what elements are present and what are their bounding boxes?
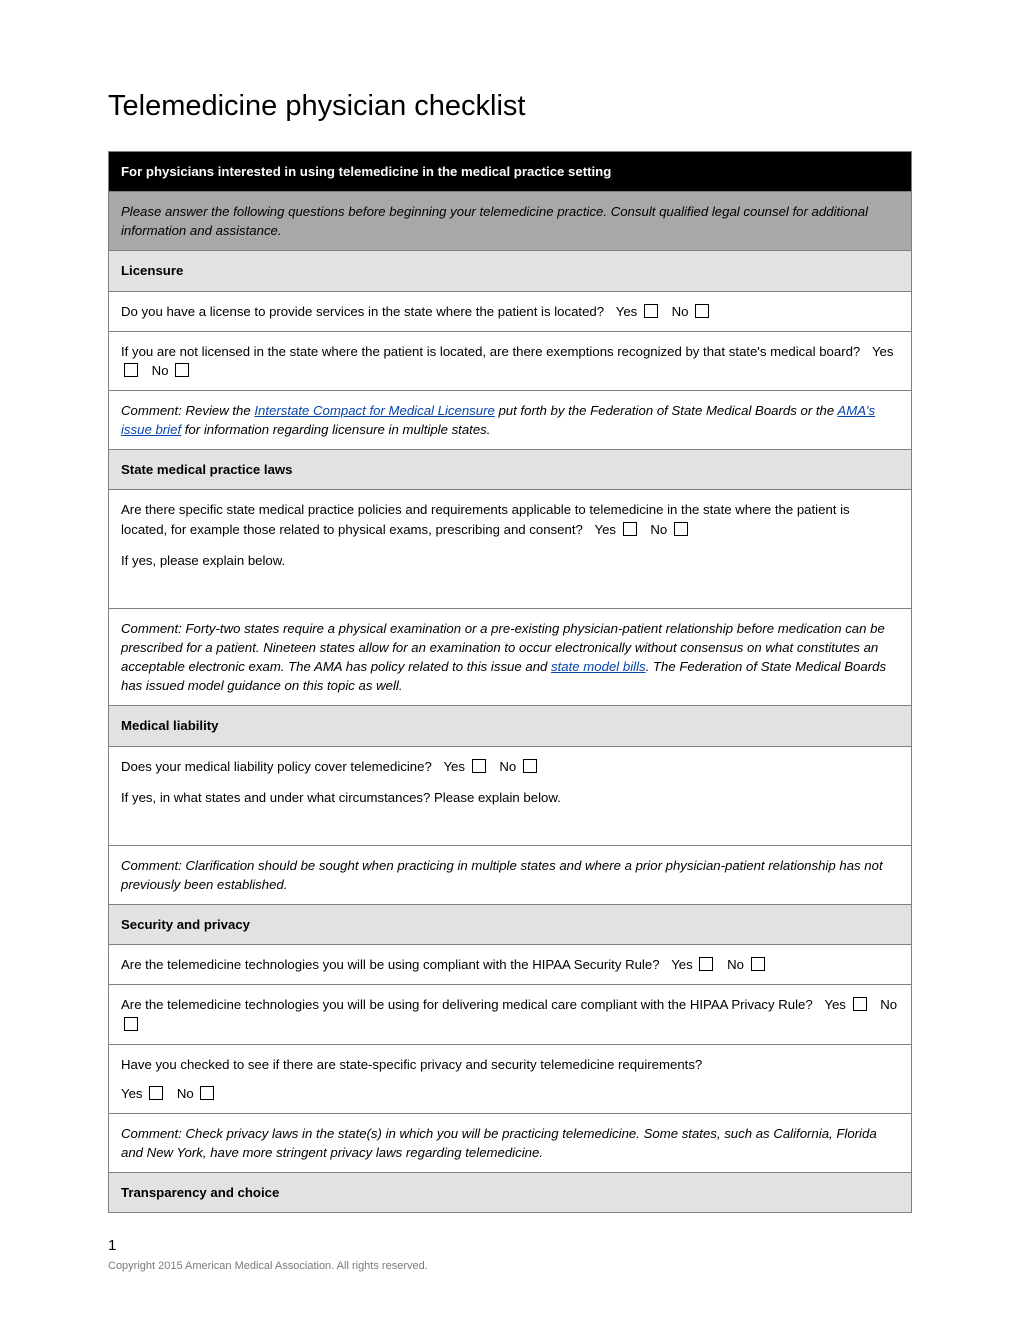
section-liability: Medical liability	[109, 706, 912, 746]
checkbox-icon[interactable]	[175, 363, 189, 377]
yes-label: Yes	[671, 957, 693, 972]
checkbox-icon[interactable]	[124, 1017, 138, 1031]
checkbox-icon[interactable]	[853, 997, 867, 1011]
yes-label: Yes	[872, 344, 894, 359]
checkbox-icon[interactable]	[472, 759, 486, 773]
link-state-model-bills[interactable]: state model bills	[551, 659, 646, 674]
question-text: Are the telemedicine technologies you wi…	[121, 997, 813, 1012]
no-label: No	[880, 997, 897, 1012]
checkbox-icon[interactable]	[644, 304, 658, 318]
checkbox-icon[interactable]	[623, 522, 637, 536]
state-laws-q1: Are there specific state medical practic…	[109, 490, 912, 608]
follow-up-text: If yes, please explain below.	[121, 553, 285, 568]
page-number: 1	[108, 1237, 116, 1254]
comment-text: Comment: Review the	[121, 403, 254, 418]
no-label: No	[672, 304, 689, 319]
state-laws-comment: Comment: Forty-two states require a phys…	[109, 608, 912, 706]
yes-label: Yes	[443, 759, 465, 774]
checkbox-icon[interactable]	[149, 1086, 163, 1100]
security-q1: Are the telemedicine technologies you wi…	[109, 945, 912, 985]
checkbox-icon[interactable]	[699, 957, 713, 971]
licensure-q2: If you are not licensed in the state whe…	[109, 331, 912, 390]
security-comment: Comment: Check privacy laws in the state…	[109, 1113, 912, 1172]
section-licensure: Licensure	[109, 251, 912, 291]
checklist-table: For physicians interested in using telem…	[108, 151, 912, 1213]
copyright-footer: Copyright 2015 American Medical Associat…	[108, 1260, 428, 1272]
section-state-laws: State medical practice laws	[109, 450, 912, 490]
security-q2: Are the telemedicine technologies you wi…	[109, 985, 912, 1044]
yes-label: Yes	[121, 1086, 143, 1101]
checkbox-icon[interactable]	[751, 957, 765, 971]
no-label: No	[499, 759, 516, 774]
header-black: For physicians interested in using telem…	[109, 152, 912, 192]
licensure-comment: Comment: Review the Interstate Compact f…	[109, 390, 912, 449]
page-title: Telemedicine physician checklist	[108, 90, 912, 123]
liability-comment: Comment: Clarification should be sought …	[109, 845, 912, 904]
question-text: Are there specific state medical practic…	[121, 502, 850, 536]
yes-label: Yes	[595, 522, 617, 537]
question-text: Are the telemedicine technologies you wi…	[121, 957, 660, 972]
section-security: Security and privacy	[109, 905, 912, 945]
no-label: No	[152, 363, 169, 378]
checkbox-icon[interactable]	[695, 304, 709, 318]
checkbox-icon[interactable]	[523, 759, 537, 773]
licensure-q1: Do you have a license to provide service…	[109, 291, 912, 331]
question-text: Do you have a license to provide service…	[121, 304, 604, 319]
link-interstate-compact[interactable]: Interstate Compact for Medical Licensure	[254, 403, 494, 418]
checkbox-icon[interactable]	[674, 522, 688, 536]
security-q3: Have you checked to see if there are sta…	[109, 1044, 912, 1113]
follow-up-text: If yes, in what states and under what ci…	[121, 790, 561, 805]
yes-label: Yes	[616, 304, 638, 319]
question-text: Does your medical liability policy cover…	[121, 759, 432, 774]
header-gray: Please answer the following questions be…	[109, 192, 912, 251]
no-label: No	[177, 1086, 194, 1101]
question-text: Have you checked to see if there are sta…	[121, 1057, 702, 1072]
comment-text: for information regarding licensure in m…	[181, 422, 490, 437]
liability-q1: Does your medical liability policy cover…	[109, 746, 912, 845]
comment-text: put forth by the Federation of State Med…	[495, 403, 838, 418]
no-label: No	[650, 522, 667, 537]
no-label: No	[727, 957, 744, 972]
checkbox-icon[interactable]	[124, 363, 138, 377]
question-text: If you are not licensed in the state whe…	[121, 344, 860, 359]
checkbox-icon[interactable]	[200, 1086, 214, 1100]
section-transparency: Transparency and choice	[109, 1173, 912, 1213]
yes-label: Yes	[824, 997, 846, 1012]
